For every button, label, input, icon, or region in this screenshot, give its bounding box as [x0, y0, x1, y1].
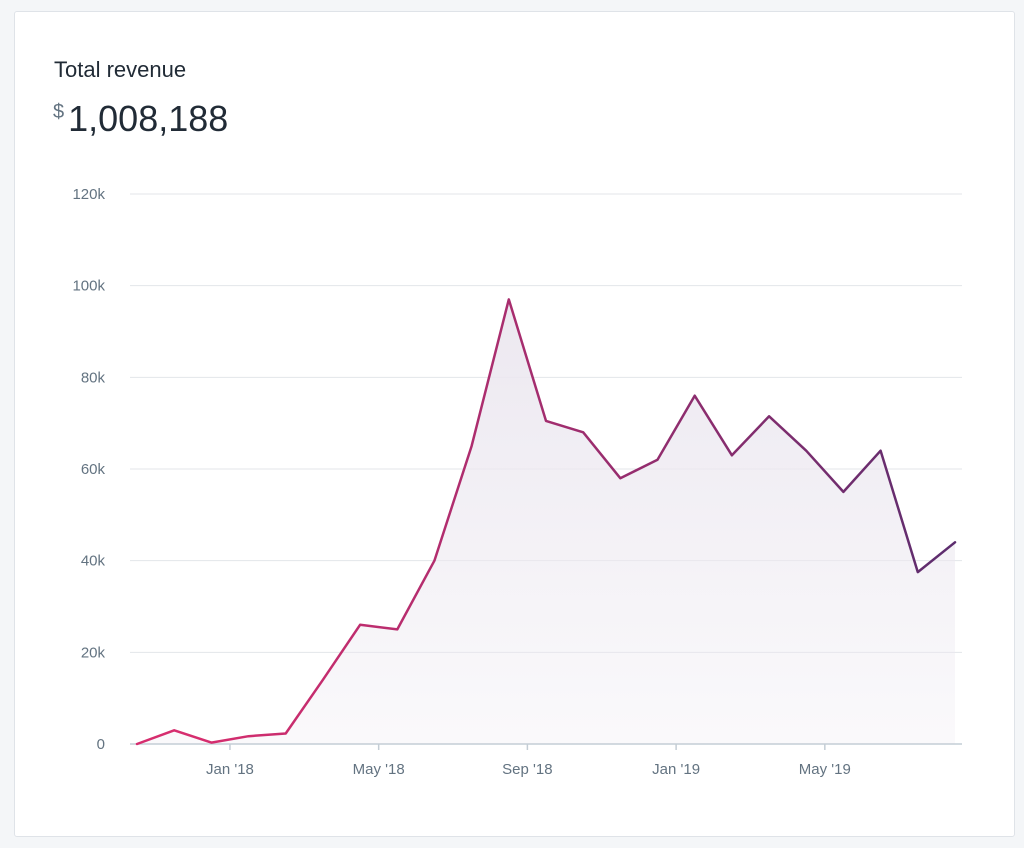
data-point [731, 454, 733, 456]
y-tick-label: 40k [81, 553, 106, 570]
series-line [135, 298, 957, 746]
total-revenue-value: 1,008,188 [68, 98, 229, 139]
data-point [508, 298, 510, 300]
data-point [136, 743, 138, 745]
card-title: Total revenue [54, 57, 187, 82]
x-tick-label: Sep '18 [502, 761, 552, 778]
total-revenue-metric: $1,008,188 [53, 98, 228, 140]
data-point [582, 431, 584, 433]
currency-symbol: $ [53, 101, 65, 123]
revenue-series [135, 298, 957, 746]
data-point [433, 559, 435, 561]
area-fill [137, 299, 955, 744]
x-tick-label: Jan '19 [652, 761, 700, 778]
data-point [694, 394, 696, 396]
x-axis-ticks: Jan '18 May '18 Sep '18 Jan '19 May '19 [206, 744, 851, 778]
data-point [285, 732, 287, 734]
data-point [619, 477, 621, 479]
data-point [359, 624, 361, 626]
data-point [173, 729, 175, 731]
x-tick-label: May '18 [353, 761, 405, 778]
y-tick-label: 20k [81, 644, 106, 661]
x-tick-label: Jan '18 [206, 761, 254, 778]
data-point [210, 741, 212, 743]
x-tick-label: May '19 [799, 761, 851, 778]
data-point [545, 420, 547, 422]
y-tick-label: 100k [72, 278, 105, 295]
data-point [247, 735, 249, 737]
data-point [322, 679, 324, 681]
data-point [396, 628, 398, 630]
data-point [954, 541, 956, 543]
data-point [805, 449, 807, 451]
data-point [656, 459, 658, 461]
data-point [842, 491, 844, 493]
series-area [137, 299, 955, 744]
y-tick-label: 120k [72, 186, 105, 203]
y-tick-label: 80k [81, 369, 106, 386]
y-tick-label: 0 [97, 736, 105, 753]
data-point [879, 449, 881, 451]
data-point [917, 571, 919, 573]
y-axis-ticks: 0 20k 40k 60k 80k 100k 120k [72, 186, 105, 753]
data-point [470, 445, 472, 447]
data-point [768, 415, 770, 417]
y-tick-label: 60k [81, 461, 106, 478]
